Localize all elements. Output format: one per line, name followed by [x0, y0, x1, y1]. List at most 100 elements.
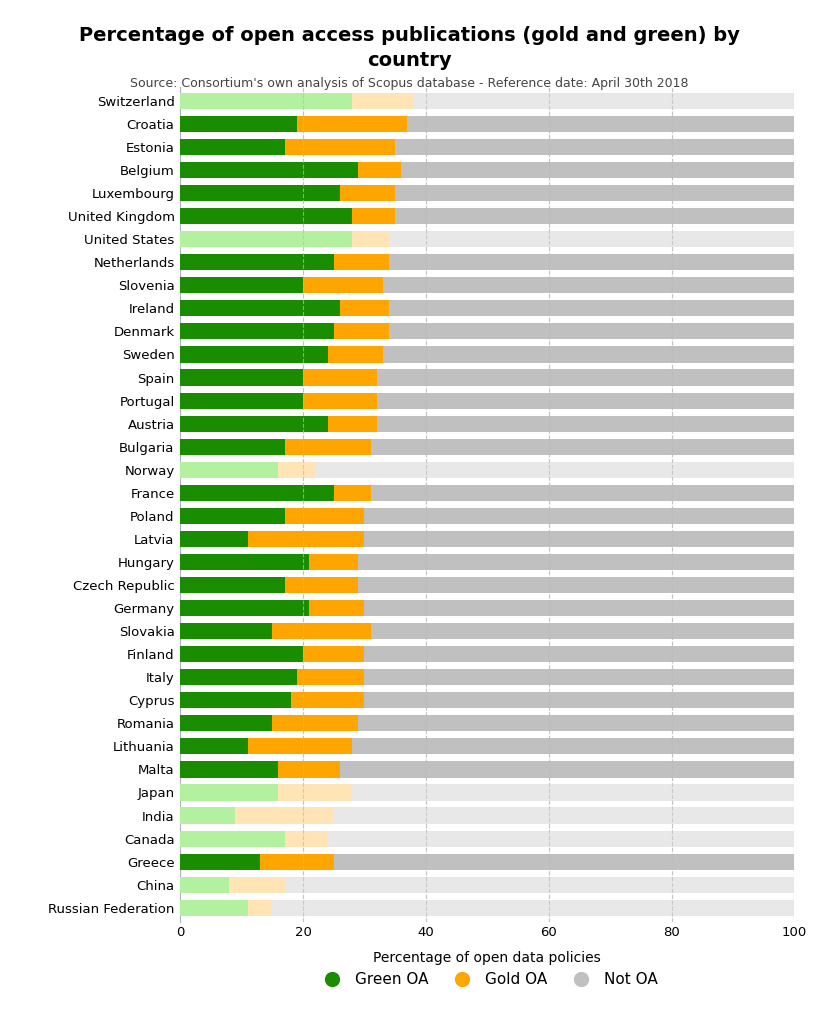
- Bar: [377, 392, 794, 409]
- Bar: [285, 877, 794, 893]
- Bar: [180, 530, 247, 547]
- Bar: [180, 324, 334, 340]
- Bar: [180, 830, 285, 847]
- Bar: [334, 484, 370, 501]
- Bar: [180, 900, 247, 915]
- Bar: [334, 324, 389, 340]
- Bar: [180, 808, 236, 823]
- Bar: [180, 623, 272, 639]
- Bar: [285, 577, 359, 593]
- Bar: [296, 116, 408, 132]
- Bar: [359, 554, 794, 570]
- Bar: [383, 278, 794, 293]
- Bar: [401, 162, 794, 178]
- Bar: [340, 300, 389, 316]
- Bar: [180, 139, 285, 155]
- Bar: [383, 346, 794, 362]
- Bar: [180, 577, 285, 593]
- Bar: [180, 600, 310, 616]
- Bar: [396, 139, 794, 155]
- Bar: [278, 462, 315, 478]
- Bar: [180, 854, 260, 869]
- X-axis label: Percentage of open data policies: Percentage of open data policies: [373, 950, 601, 965]
- Bar: [328, 346, 383, 362]
- Text: Percentage of open access publications (gold and green) by
country: Percentage of open access publications (…: [79, 26, 740, 70]
- Bar: [285, 438, 370, 455]
- Bar: [334, 808, 794, 823]
- Bar: [370, 484, 794, 501]
- Bar: [370, 438, 794, 455]
- Bar: [180, 185, 340, 201]
- Bar: [180, 484, 334, 501]
- Bar: [180, 116, 296, 132]
- Bar: [180, 784, 278, 801]
- Bar: [272, 900, 794, 915]
- Bar: [180, 346, 328, 362]
- Bar: [180, 254, 334, 270]
- Bar: [389, 300, 794, 316]
- Bar: [278, 784, 352, 801]
- Bar: [180, 462, 278, 478]
- Bar: [359, 716, 794, 731]
- Bar: [352, 784, 794, 801]
- Bar: [352, 93, 414, 109]
- Bar: [180, 716, 272, 731]
- Bar: [247, 530, 364, 547]
- Bar: [180, 877, 229, 893]
- Bar: [260, 854, 334, 869]
- Bar: [180, 416, 328, 432]
- Bar: [180, 508, 285, 524]
- Bar: [310, 554, 359, 570]
- Bar: [291, 692, 364, 709]
- Bar: [180, 438, 285, 455]
- Bar: [180, 93, 352, 109]
- Bar: [364, 669, 794, 685]
- Bar: [285, 830, 328, 847]
- Bar: [328, 830, 794, 847]
- Bar: [229, 877, 285, 893]
- Bar: [180, 692, 291, 709]
- Bar: [364, 530, 794, 547]
- Bar: [180, 392, 303, 409]
- Bar: [180, 646, 303, 663]
- Bar: [364, 508, 794, 524]
- Bar: [334, 254, 389, 270]
- Bar: [414, 93, 794, 109]
- Bar: [180, 554, 310, 570]
- Bar: [180, 370, 303, 386]
- Bar: [396, 208, 794, 224]
- Bar: [377, 416, 794, 432]
- Bar: [340, 185, 396, 201]
- Bar: [364, 692, 794, 709]
- Bar: [389, 231, 794, 247]
- Bar: [334, 854, 794, 869]
- Bar: [180, 278, 303, 293]
- Bar: [377, 370, 794, 386]
- Bar: [364, 646, 794, 663]
- Bar: [303, 646, 364, 663]
- Bar: [328, 416, 377, 432]
- Bar: [180, 762, 278, 777]
- Bar: [396, 185, 794, 201]
- Bar: [247, 738, 352, 755]
- Bar: [278, 762, 340, 777]
- Bar: [352, 231, 389, 247]
- Bar: [315, 462, 794, 478]
- Bar: [359, 577, 794, 593]
- Bar: [272, 716, 359, 731]
- Bar: [180, 162, 359, 178]
- Bar: [236, 808, 334, 823]
- Bar: [389, 254, 794, 270]
- Bar: [180, 208, 352, 224]
- Bar: [364, 600, 794, 616]
- Bar: [340, 762, 794, 777]
- Bar: [285, 508, 364, 524]
- Bar: [180, 300, 340, 316]
- Text: Source: Consortium's own analysis of Scopus database - Reference date: April 30t: Source: Consortium's own analysis of Sco…: [130, 77, 689, 90]
- Bar: [352, 208, 396, 224]
- Bar: [296, 669, 364, 685]
- Bar: [303, 392, 377, 409]
- Bar: [272, 623, 370, 639]
- Bar: [247, 900, 272, 915]
- Bar: [408, 116, 794, 132]
